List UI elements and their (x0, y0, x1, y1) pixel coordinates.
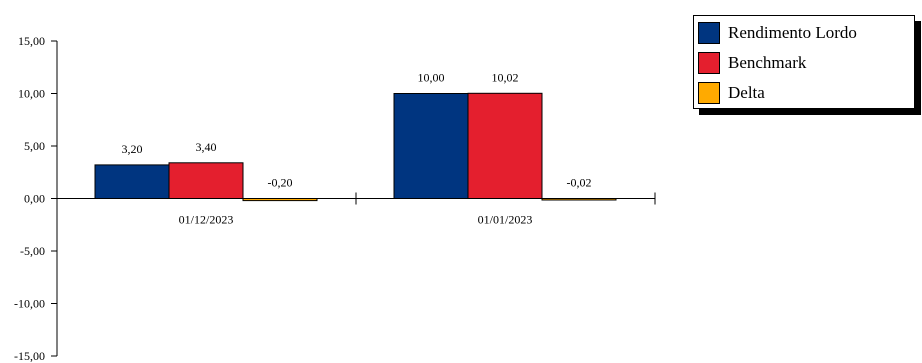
bar (541, 198, 617, 201)
y-tick-label: -10,00 (14, 297, 45, 311)
x-category-label: 01/01/2023 (478, 213, 533, 227)
y-tick-label: -15,00 (14, 349, 45, 363)
legend-swatch-delta (698, 82, 720, 104)
legend-item-benchmark: Benchmark (698, 51, 806, 75)
y-tick-label: 10,00 (18, 87, 45, 101)
legend-label-rendimento-lordo: Rendimento Lordo (728, 23, 857, 42)
bar (94, 164, 170, 199)
y-tick-label: 15,00 (18, 34, 45, 48)
y-tick-label: 5,00 (24, 139, 45, 153)
data-label: 10,00 (418, 71, 445, 85)
legend-label-benchmark: Benchmark (728, 53, 807, 72)
bar (467, 92, 543, 199)
legend-item-delta: Delta (698, 81, 765, 105)
legend-label-delta: Delta (728, 83, 765, 102)
data-label: -0,20 (268, 176, 293, 190)
data-label: 3,40 (196, 140, 217, 154)
legend-swatch-rendimento-lordo (698, 22, 720, 44)
y-tick-label: -5,00 (20, 244, 45, 258)
data-label: -0,02 (567, 176, 592, 190)
bar (242, 198, 318, 202)
data-label: 3,20 (122, 142, 143, 156)
y-tick-label: 0,00 (24, 192, 45, 206)
bar (168, 162, 244, 200)
data-label: 10,02 (492, 70, 519, 84)
x-category-label: 01/12/2023 (179, 213, 234, 227)
bar (393, 93, 469, 199)
legend: Rendimento Lordo Benchmark Delta (693, 15, 915, 109)
legend-item-rendimento-lordo: Rendimento Lordo (698, 21, 857, 45)
legend-swatch-benchmark (698, 52, 720, 74)
